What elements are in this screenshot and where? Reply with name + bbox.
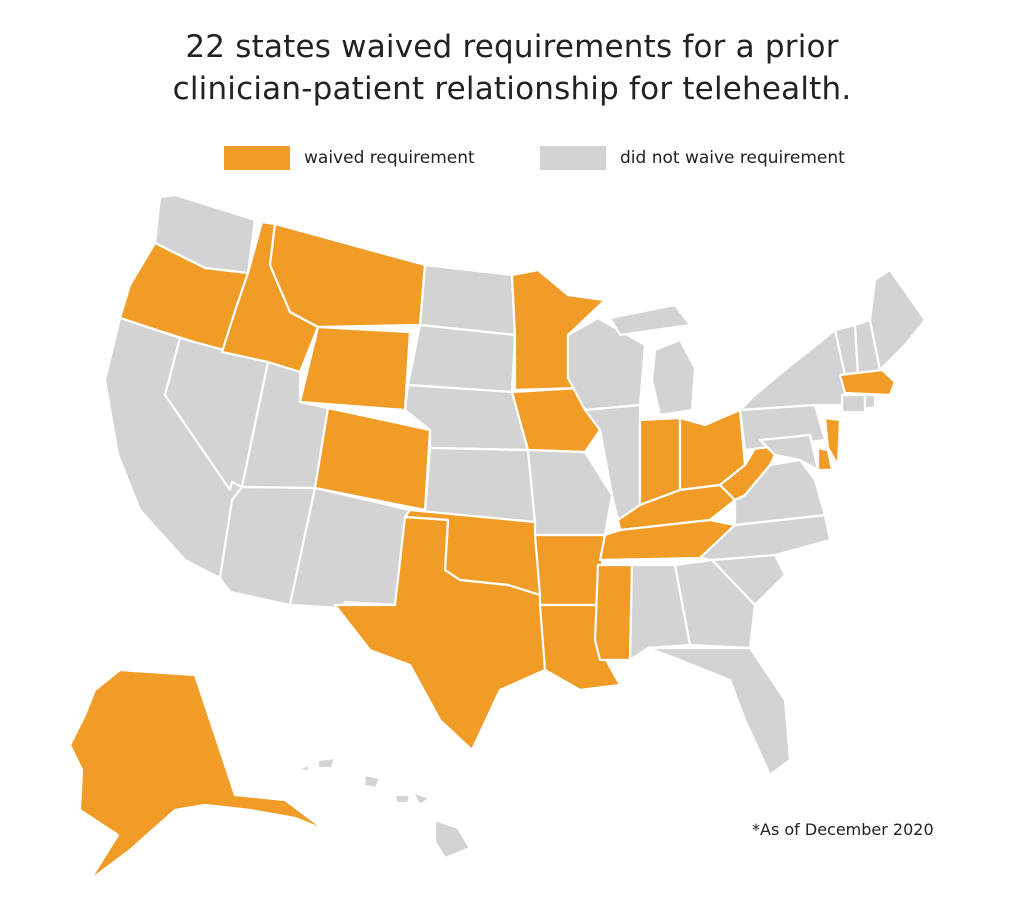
- state-hi: [296, 756, 472, 860]
- state-al: [628, 563, 692, 662]
- legend-item-waived: waived requirement: [224, 145, 475, 171]
- title-line-1: 22 states waived requirements for a prio…: [185, 29, 839, 65]
- state-ms: [593, 563, 634, 662]
- states-layer: [68, 193, 927, 882]
- state-me: [868, 268, 927, 372]
- state-mt: [268, 222, 427, 329]
- state-mo: [526, 448, 614, 537]
- legend-label-not-waived: did not waive requirement: [620, 148, 845, 168]
- state-sd: [406, 323, 517, 394]
- legend: waived requirement did not waive require…: [0, 145, 1024, 171]
- legend-label-waived: waived requirement: [304, 148, 475, 168]
- state-fl: [646, 646, 792, 777]
- state-ar: [533, 533, 607, 607]
- state-wy: [298, 325, 412, 412]
- legend-swatch-not-waived: [540, 146, 606, 170]
- state-ia: [510, 386, 602, 454]
- state-ak: [68, 668, 327, 882]
- state-ks: [423, 446, 537, 524]
- state-ma: [838, 368, 897, 397]
- state-md: [758, 433, 820, 472]
- map-title: 22 states waived requirements for a prio…: [0, 26, 1024, 110]
- title-line-2: clinician-patient relationship for teleh…: [172, 71, 852, 107]
- state-ct: [840, 393, 867, 414]
- footnote: *As of December 2020: [752, 820, 934, 839]
- legend-swatch-waived: [224, 146, 290, 170]
- state-wv: [718, 438, 777, 502]
- state-nd: [418, 263, 517, 337]
- state-ri: [863, 393, 877, 410]
- state-nj: [823, 416, 842, 467]
- state-de: [816, 446, 834, 472]
- legend-item-not-waived: did not waive requirement: [540, 145, 845, 171]
- state-ga: [673, 558, 757, 650]
- state-mi: [608, 303, 697, 417]
- state-tx: [333, 515, 547, 752]
